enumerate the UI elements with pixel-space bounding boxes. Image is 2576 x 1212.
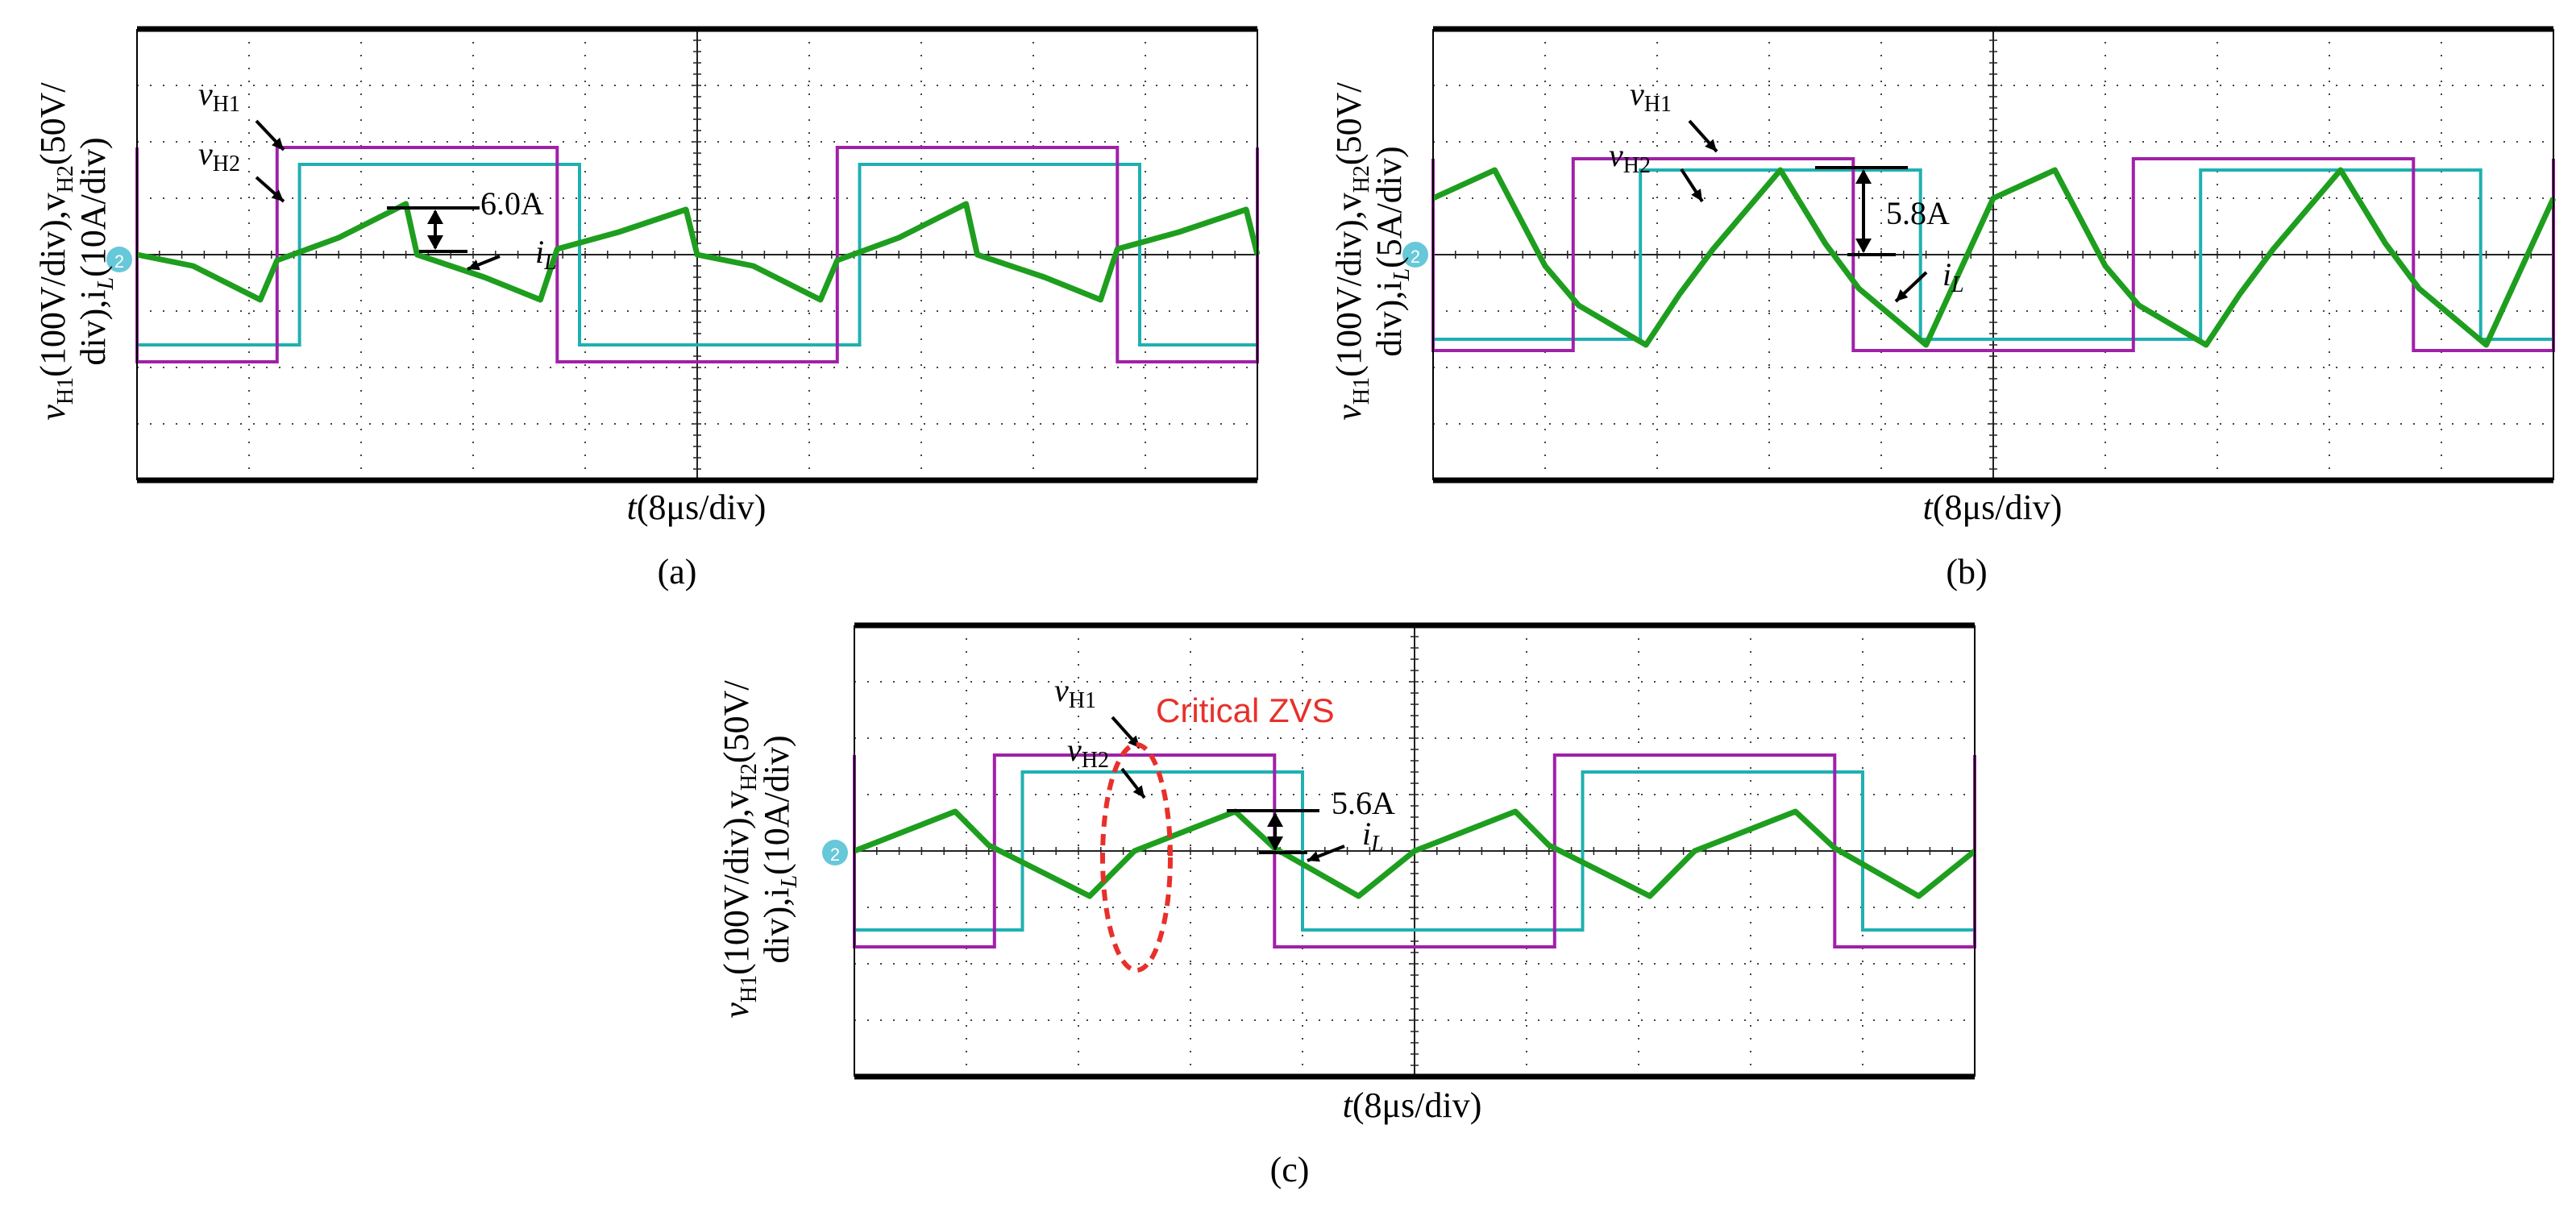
arrow-vH2-head <box>1691 189 1702 201</box>
critical-zvs-label: Critical ZVS <box>1156 691 1335 729</box>
label-vH1-a: vH1 <box>198 76 240 117</box>
channel-marker-b: 2 <box>1411 247 1420 267</box>
channel-marker-circle <box>1402 242 1428 268</box>
measure-arrow-up <box>1855 169 1872 184</box>
trace-vH1 <box>1431 157 2555 352</box>
annotations-c: vH1 vH2 Critical ZVS 5.6A iL 2 <box>830 672 1395 865</box>
label-vH2-c: vH2 <box>1067 732 1109 773</box>
arrow-vH1-head <box>1705 139 1717 152</box>
svg-text:vH1(100V/div),vH2(50V/: vH1(100V/div),vH2(50V/ <box>33 82 78 421</box>
measure-label-c: 5.6A <box>1332 785 1395 821</box>
trace-iL <box>1431 167 2557 348</box>
label-vH2-a: vH2 <box>198 135 240 176</box>
arrow-vH2-head <box>271 189 284 201</box>
trace-iL <box>136 201 1261 303</box>
annotations-b: vH1 vH2 5.8A iL 2 <box>1411 76 1964 297</box>
arrow-vH1-head <box>272 137 284 150</box>
label-iL-a: iL <box>535 234 557 275</box>
trace-vH2 <box>1431 168 2555 341</box>
measure-label-b: 5.8A <box>1886 195 1950 231</box>
x-axis-label-c: t(8μs/div) <box>1343 1085 1482 1125</box>
x-axis-label-a: t(8μs/div) <box>627 488 767 527</box>
arrow-vH2-head <box>1132 785 1145 798</box>
panel-a <box>106 26 1261 484</box>
svg-text:div),iL(10A/div): div),iL(10A/div) <box>73 137 118 365</box>
y-axis-label-a: vH1(100V/div),vH2(50V/ div),iL(10A/div) <box>33 82 118 421</box>
arrow-iL-head <box>467 259 480 271</box>
measure-arrow-down <box>1855 239 1872 253</box>
trace-iL <box>853 808 1977 899</box>
channel-marker-c: 2 <box>830 845 840 865</box>
annotations-a: vH1 vH2 6.0A iL 2 <box>114 76 557 275</box>
caption-a: (a) <box>658 552 697 591</box>
channel-marker-circle <box>106 247 132 272</box>
measure-arrow-up <box>427 210 443 224</box>
trace-vH1 <box>853 753 1976 948</box>
label-iL-c: iL <box>1362 816 1384 857</box>
trace-vH1 <box>135 146 1259 363</box>
channel-marker-a: 2 <box>114 251 124 272</box>
caption-b: (b) <box>1946 552 1987 591</box>
y-axis-label-c: vH1(100V/div),vH2(50V/ div),iL(10A/div) <box>717 680 802 1019</box>
panel-c <box>822 622 1977 1080</box>
measure-arrow-down <box>1267 836 1283 851</box>
trace-vH2 <box>135 163 1259 347</box>
label-vH1-b: vH1 <box>1630 76 1672 117</box>
svg-text:vH1(100V/div),vH2(50V/: vH1(100V/div),vH2(50V/ <box>717 680 762 1019</box>
label-iL-b: iL <box>1942 256 1964 297</box>
svg-text:vH1(100V/div),vH2(50V/: vH1(100V/div),vH2(50V/ <box>1329 82 1374 421</box>
svg-text:div),iL(5A/div): div),iL(5A/div) <box>1369 146 1415 356</box>
critical-zvs-ellipse <box>1100 742 1173 973</box>
channel-marker-circle <box>822 840 848 865</box>
measure-label-a: 6.0A <box>480 185 544 222</box>
svg-text:div),iL(10A/div): div),iL(10A/div) <box>757 735 802 963</box>
y-axis-label-b: vH1(100V/div),vH2(50V/ div),iL(5A/div) <box>1329 82 1415 421</box>
caption-c: (c) <box>1270 1150 1310 1189</box>
label-vH2-b: vH2 <box>1609 137 1651 178</box>
x-axis-label-b: t(8μs/div) <box>1923 488 2063 527</box>
panel-b <box>1402 26 2557 484</box>
measure-arrow-down <box>427 235 443 250</box>
arrow-iL-head <box>1307 851 1320 862</box>
arrow-iL-head <box>1896 289 1909 301</box>
measure-arrow-up <box>1267 812 1283 827</box>
label-vH1-c: vH1 <box>1054 672 1096 713</box>
trace-vH2 <box>853 770 1976 932</box>
